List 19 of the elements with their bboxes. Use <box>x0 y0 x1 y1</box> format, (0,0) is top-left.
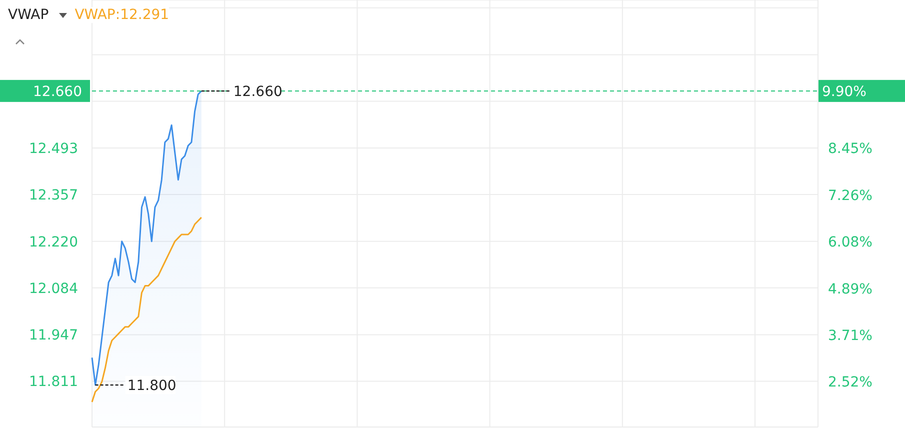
y-tick-label: 12.357 <box>29 187 78 204</box>
y-tick-label: 12.220 <box>29 234 78 250</box>
y-tick-label: 11.947 <box>29 328 78 344</box>
text: 9.90% <box>822 84 866 100</box>
y2-tick-label: 4.89% <box>828 281 872 298</box>
y-tick-label: 12.084 <box>29 280 78 297</box>
y2-tick-label: 2.52% <box>828 374 872 391</box>
y-tick-label: 12.493 <box>29 141 78 157</box>
annotation: 11.800 <box>127 378 176 394</box>
text: VWAP <box>8 7 49 23</box>
y-tick-label: 11.811 <box>29 374 78 390</box>
annotation: 12.660 <box>233 84 282 100</box>
y2-tick-label: 6.08% <box>828 234 872 250</box>
y2-tick-label: 8.45% <box>828 141 872 158</box>
y2-tick-label: 7.26% <box>828 188 872 204</box>
text: VWAP:12.291 <box>74 7 170 23</box>
y2-tick-label: 3.71% <box>828 328 872 344</box>
ref-line-label: 12.660 <box>33 84 82 100</box>
line-series <box>91 216 202 403</box>
